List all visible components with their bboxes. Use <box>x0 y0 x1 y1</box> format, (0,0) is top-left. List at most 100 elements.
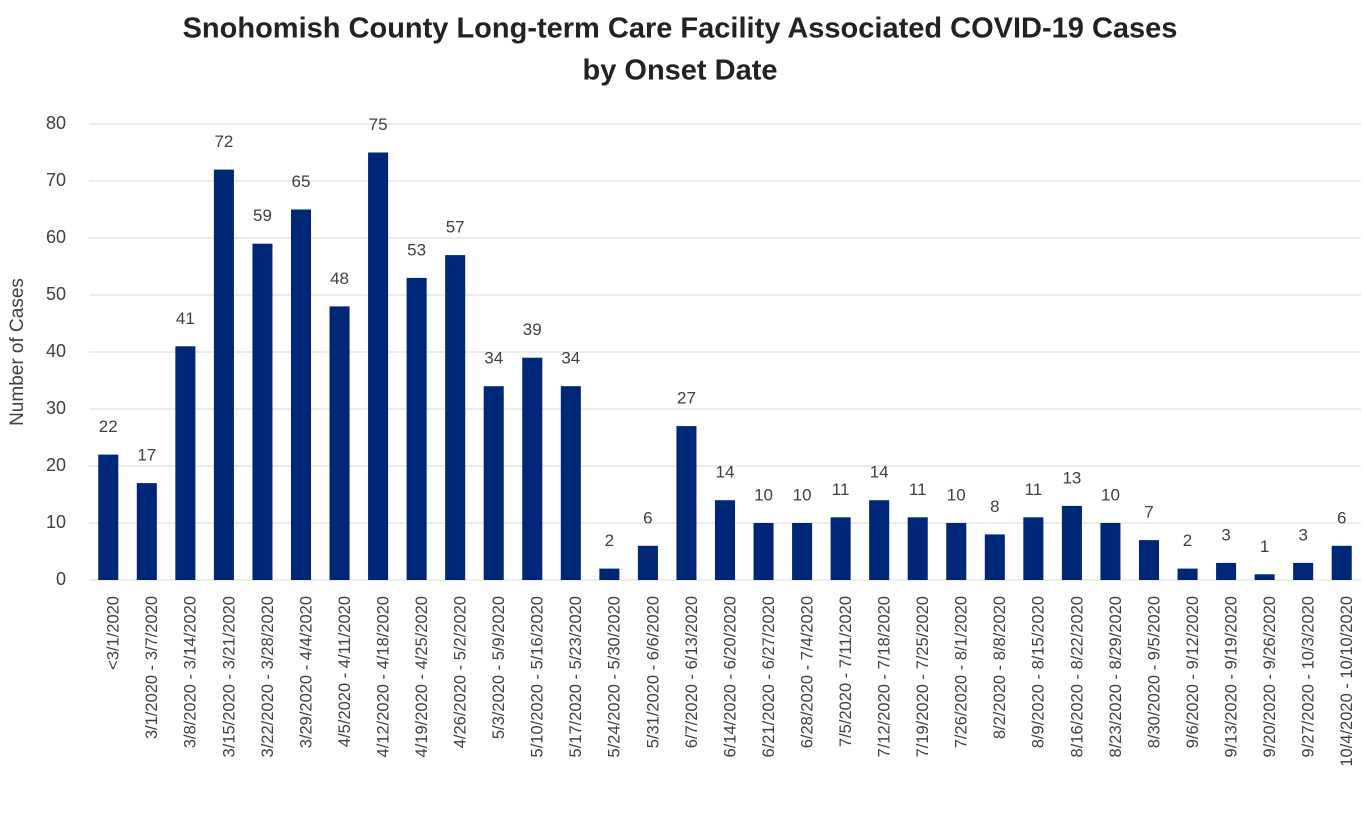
bar <box>869 500 890 580</box>
data-label: 22 <box>99 417 118 436</box>
data-label: 72 <box>214 132 233 151</box>
chart-title: by Onset Date <box>583 55 778 87</box>
x-tick-label: 8/30/2020 - 9/5/2020 <box>1145 596 1163 748</box>
data-label: 11 <box>832 480 850 499</box>
x-tick-label: 5/31/2020 - 6/6/2020 <box>644 596 662 748</box>
x-tick-label: 9/20/2020 - 9/26/2020 <box>1261 596 1279 757</box>
bar <box>1293 562 1314 580</box>
y-tick-label: 20 <box>46 455 66 475</box>
x-tick-label: 6/14/2020 - 6/20/2020 <box>721 596 739 757</box>
x-tick-label: 8/23/2020 - 8/29/2020 <box>1107 596 1125 757</box>
bar <box>637 545 658 580</box>
bar <box>213 169 234 580</box>
data-label: 11 <box>909 480 927 499</box>
bar <box>329 306 350 580</box>
x-tick-label: 6/28/2020 - 7/4/2020 <box>798 596 816 748</box>
data-label: 6 <box>643 508 652 527</box>
y-tick-label: 0 <box>56 569 66 589</box>
x-tick-label: 3/15/2020 - 3/21/2020 <box>220 596 238 757</box>
data-label: 3 <box>1221 525 1230 544</box>
y-axis-label: Number of Cases <box>7 278 28 426</box>
data-label: 6 <box>1337 508 1346 527</box>
x-tick-label: 9/27/2020 - 10/3/2020 <box>1300 596 1318 757</box>
bar <box>714 500 736 580</box>
bar <box>252 243 273 580</box>
x-tick-label: <3/1/2020 <box>105 596 123 670</box>
data-label: 10 <box>947 485 966 504</box>
bar <box>830 517 851 580</box>
data-label: 11 <box>1025 480 1043 499</box>
y-tick-label: 60 <box>46 227 66 247</box>
bar <box>1216 562 1237 580</box>
y-tick-label: 50 <box>46 284 66 304</box>
x-tick-label: 7/12/2020 - 7/18/2020 <box>876 596 894 757</box>
bar <box>406 277 427 580</box>
x-tick-label: 4/19/2020 - 4/25/2020 <box>413 596 431 757</box>
data-label: 1 <box>1260 537 1269 556</box>
x-tick-label: 8/9/2020 - 8/15/2020 <box>1030 596 1048 748</box>
bar <box>136 483 157 580</box>
x-tick-label: 10/4/2020 - 10/10/2020 <box>1338 596 1356 767</box>
x-tick-label: 4/26/2020 - 5/2/2020 <box>452 596 470 748</box>
x-tick-label: 9/6/2020 - 9/12/2020 <box>1184 596 1202 748</box>
bar <box>984 534 1005 580</box>
y-tick-label: 70 <box>46 170 66 190</box>
data-label: 65 <box>292 172 311 191</box>
bar <box>792 523 813 580</box>
x-tick-label: 3/22/2020 - 3/28/2020 <box>259 596 277 757</box>
data-label: 10 <box>1101 485 1120 504</box>
x-tick-label: 5/24/2020 - 5/30/2020 <box>606 596 624 757</box>
data-label: 14 <box>716 463 735 482</box>
data-label: 75 <box>369 115 388 134</box>
bar <box>175 346 196 580</box>
x-tick-label: 6/21/2020 - 6/27/2020 <box>760 596 778 757</box>
x-tick-label: 4/5/2020 - 4/11/2020 <box>336 596 354 747</box>
data-label: 53 <box>407 240 426 259</box>
data-label: 27 <box>677 389 696 408</box>
data-label: 3 <box>1298 525 1307 544</box>
bar <box>98 454 119 580</box>
x-tick-label: 5/3/2020 - 5/9/2020 <box>490 596 508 739</box>
data-label: 2 <box>605 531 614 550</box>
bar <box>753 523 774 580</box>
data-label: 10 <box>793 485 812 504</box>
chart-title: Snohomish County Long-term Care Facility… <box>183 13 1178 45</box>
data-label: 10 <box>754 485 773 504</box>
bar <box>946 523 967 580</box>
bar <box>1254 574 1275 580</box>
bar <box>676 426 697 580</box>
x-tick-label: 4/12/2020 - 4/18/2020 <box>374 596 392 757</box>
x-tick-label: 8/2/2020 - 8/8/2020 <box>991 596 1009 739</box>
y-tick-label: 10 <box>46 512 66 532</box>
data-label: 14 <box>870 463 889 482</box>
x-tick-label: 5/17/2020 - 5/23/2020 <box>567 596 585 757</box>
data-label: 34 <box>484 349 503 368</box>
bar <box>1177 568 1198 580</box>
x-tick-label: 3/8/2020 - 3/14/2020 <box>182 596 200 748</box>
x-tick-label: 6/7/2020 - 6/13/2020 <box>683 596 701 748</box>
y-tick-label: 30 <box>46 398 66 418</box>
data-label: 7 <box>1144 503 1153 522</box>
data-label: 59 <box>253 206 272 225</box>
data-label: 57 <box>446 218 465 237</box>
bar <box>522 357 543 580</box>
x-tick-label: 7/19/2020 - 7/25/2020 <box>914 596 932 757</box>
x-tick-label: 9/13/2020 - 9/19/2020 <box>1222 596 1240 757</box>
data-label: 39 <box>523 320 542 339</box>
y-tick-label: 40 <box>46 341 66 361</box>
data-label: 13 <box>1062 468 1081 487</box>
bar <box>483 386 504 580</box>
data-label: 17 <box>137 446 156 465</box>
data-label: 34 <box>561 349 580 368</box>
bar <box>1100 523 1121 580</box>
x-tick-label: 7/5/2020 - 7/11/2020 <box>837 596 855 747</box>
bar <box>599 568 620 580</box>
data-label: 8 <box>990 497 999 516</box>
y-tick-label: 80 <box>46 113 66 133</box>
x-tick-label: 7/26/2020 - 8/1/2020 <box>953 596 971 748</box>
bar <box>1331 545 1352 580</box>
bar <box>1023 517 1044 580</box>
bar <box>907 517 928 580</box>
data-label: 2 <box>1183 531 1192 550</box>
